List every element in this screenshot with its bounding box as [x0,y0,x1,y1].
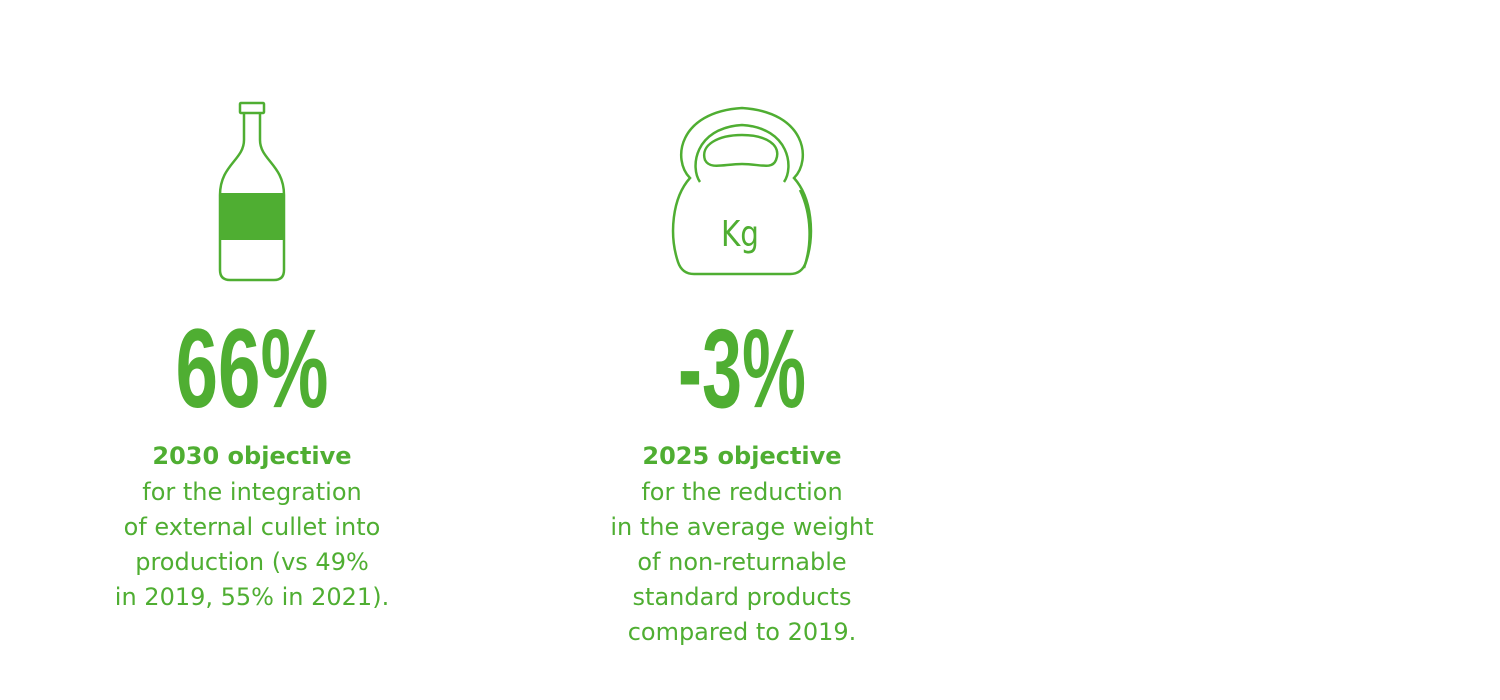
stat-description: in the average weight [610,513,873,541]
stat-description: for the reduction [641,478,842,506]
bottle-icon [218,101,286,282]
stat-heading: 2025 objective [642,442,841,470]
kettlebell-icon: Kg [671,106,813,276]
stat-description: of external cullet into [124,513,381,541]
stat-value: 66% [176,306,329,431]
stat-description: standard products [633,583,852,611]
stat-value: -3% [678,306,806,431]
stat-heading: 2030 objective [152,442,351,470]
stat-description: for the integration [142,478,361,506]
stat-description: of non-returnable [637,548,846,576]
stat-description: in 2019, 55% in 2021). [115,583,389,611]
stat-description: compared to 2019. [628,618,857,646]
stat-description: production (vs 49% [135,548,369,576]
icon-label: Kg [721,214,759,255]
